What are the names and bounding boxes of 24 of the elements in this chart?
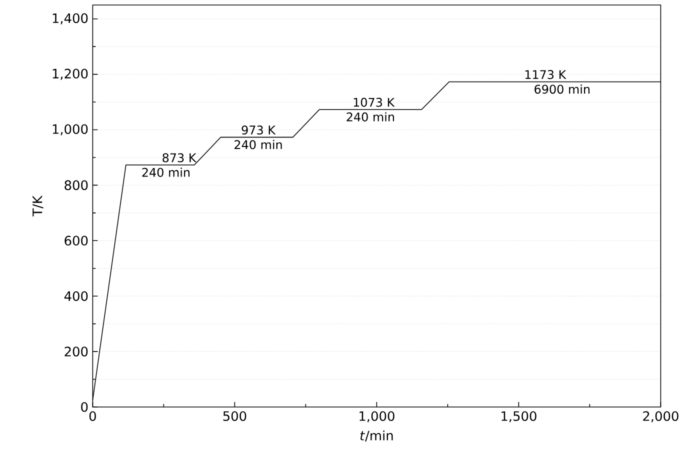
y-tick-label: 800 bbox=[64, 180, 88, 190]
y-tick-label: 600 bbox=[64, 236, 88, 246]
y-tick-label: 1,400 bbox=[52, 13, 88, 24]
annotation: 1073 K bbox=[354, 98, 395, 107]
y-tick-label: 1,200 bbox=[52, 68, 88, 80]
x-tick-label: 1,000 bbox=[360, 411, 394, 422]
annotation: 240 min bbox=[142, 168, 190, 177]
x-tick-label: 2,000 bbox=[643, 411, 678, 422]
annotation: 1173 K bbox=[525, 70, 566, 80]
y-tick-label: 400 bbox=[64, 291, 88, 302]
annotation: 240 min bbox=[346, 112, 394, 122]
x-tick-label: 0 bbox=[89, 411, 96, 421]
annotation: 240 min bbox=[234, 140, 282, 150]
y-tick-label: 200 bbox=[64, 346, 88, 356]
y-tick-label: 1,000 bbox=[52, 124, 88, 136]
annotation: 6900 min bbox=[534, 84, 590, 94]
annotation: 973 K bbox=[242, 126, 276, 135]
y-axis-title: T/K bbox=[32, 195, 44, 216]
x-axis-title: t/min bbox=[360, 430, 393, 442]
annotation: 873 K bbox=[162, 153, 196, 162]
x-tick-label: 1,500 bbox=[502, 411, 536, 422]
line-series bbox=[92, 81, 662, 401]
x-tick-label: 500 bbox=[223, 411, 246, 421]
y-tick-label: 0 bbox=[81, 402, 88, 412]
